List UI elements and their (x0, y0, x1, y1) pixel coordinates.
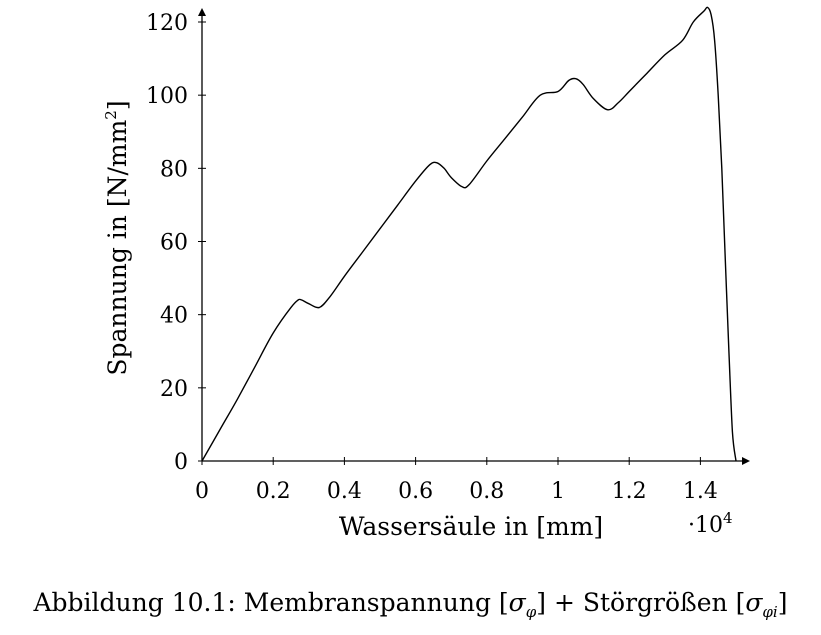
y-tick-label: 0 (174, 450, 188, 475)
x-tick-label: 0.8 (469, 479, 504, 504)
x-tick-label: 1 (551, 479, 565, 504)
caption-suffix: ] (777, 588, 788, 617)
y-tick-label: 40 (160, 304, 188, 329)
x-axis-label: Wassersäule in [mm] (339, 512, 603, 541)
series-line (201, 6, 737, 462)
figure-caption: Abbildung 10.1: Membranspannung [σφ] + S… (0, 588, 821, 621)
x-tick-label: 1.4 (683, 479, 718, 504)
caption-mid: ] + Störgrößen [ (536, 588, 746, 617)
x-axis-scale-exp: 4 (723, 509, 733, 527)
x-tick-label: 0.2 (256, 479, 291, 504)
y-axis-label-sup: 2 (102, 110, 120, 120)
y-tick-label: 120 (146, 11, 188, 36)
caption-sigma-1: σ (508, 588, 526, 617)
x-tick-label: 0.6 (398, 479, 433, 504)
y-tick-label: 80 (160, 157, 188, 182)
caption-sigma-2: σ (745, 588, 763, 617)
caption-sub-2: φi (762, 603, 778, 621)
x-tick-label: 1.2 (612, 479, 647, 504)
y-axis-arrow (198, 8, 206, 16)
y-axis-label: Spannung in [N/mm2] (102, 100, 132, 375)
y-tick-label: 100 (146, 84, 188, 109)
caption-sub-1: φ (525, 603, 537, 621)
y-tick-label: 20 (160, 377, 188, 402)
chart: Spannung in [N/mm2] Wassersäule in [mm] … (102, 6, 750, 541)
y-tick-label: 60 (160, 231, 188, 256)
x-axis-scale-label: ·104 (688, 509, 733, 538)
y-axis-label-end: ] (103, 100, 132, 110)
x-tick-label: 0 (195, 479, 209, 504)
caption-prefix: Abbildung 10.1: Membranspannung [ (33, 588, 509, 617)
y-axis-label-text: Spannung in [N/mm (103, 119, 132, 375)
svg-text:Spannung in [N/mm2]: Spannung in [N/mm2] (102, 100, 132, 375)
x-axis-scale-base: ·10 (688, 513, 723, 538)
x-axis-arrow (742, 457, 750, 465)
x-tick-label: 0.4 (327, 479, 362, 504)
